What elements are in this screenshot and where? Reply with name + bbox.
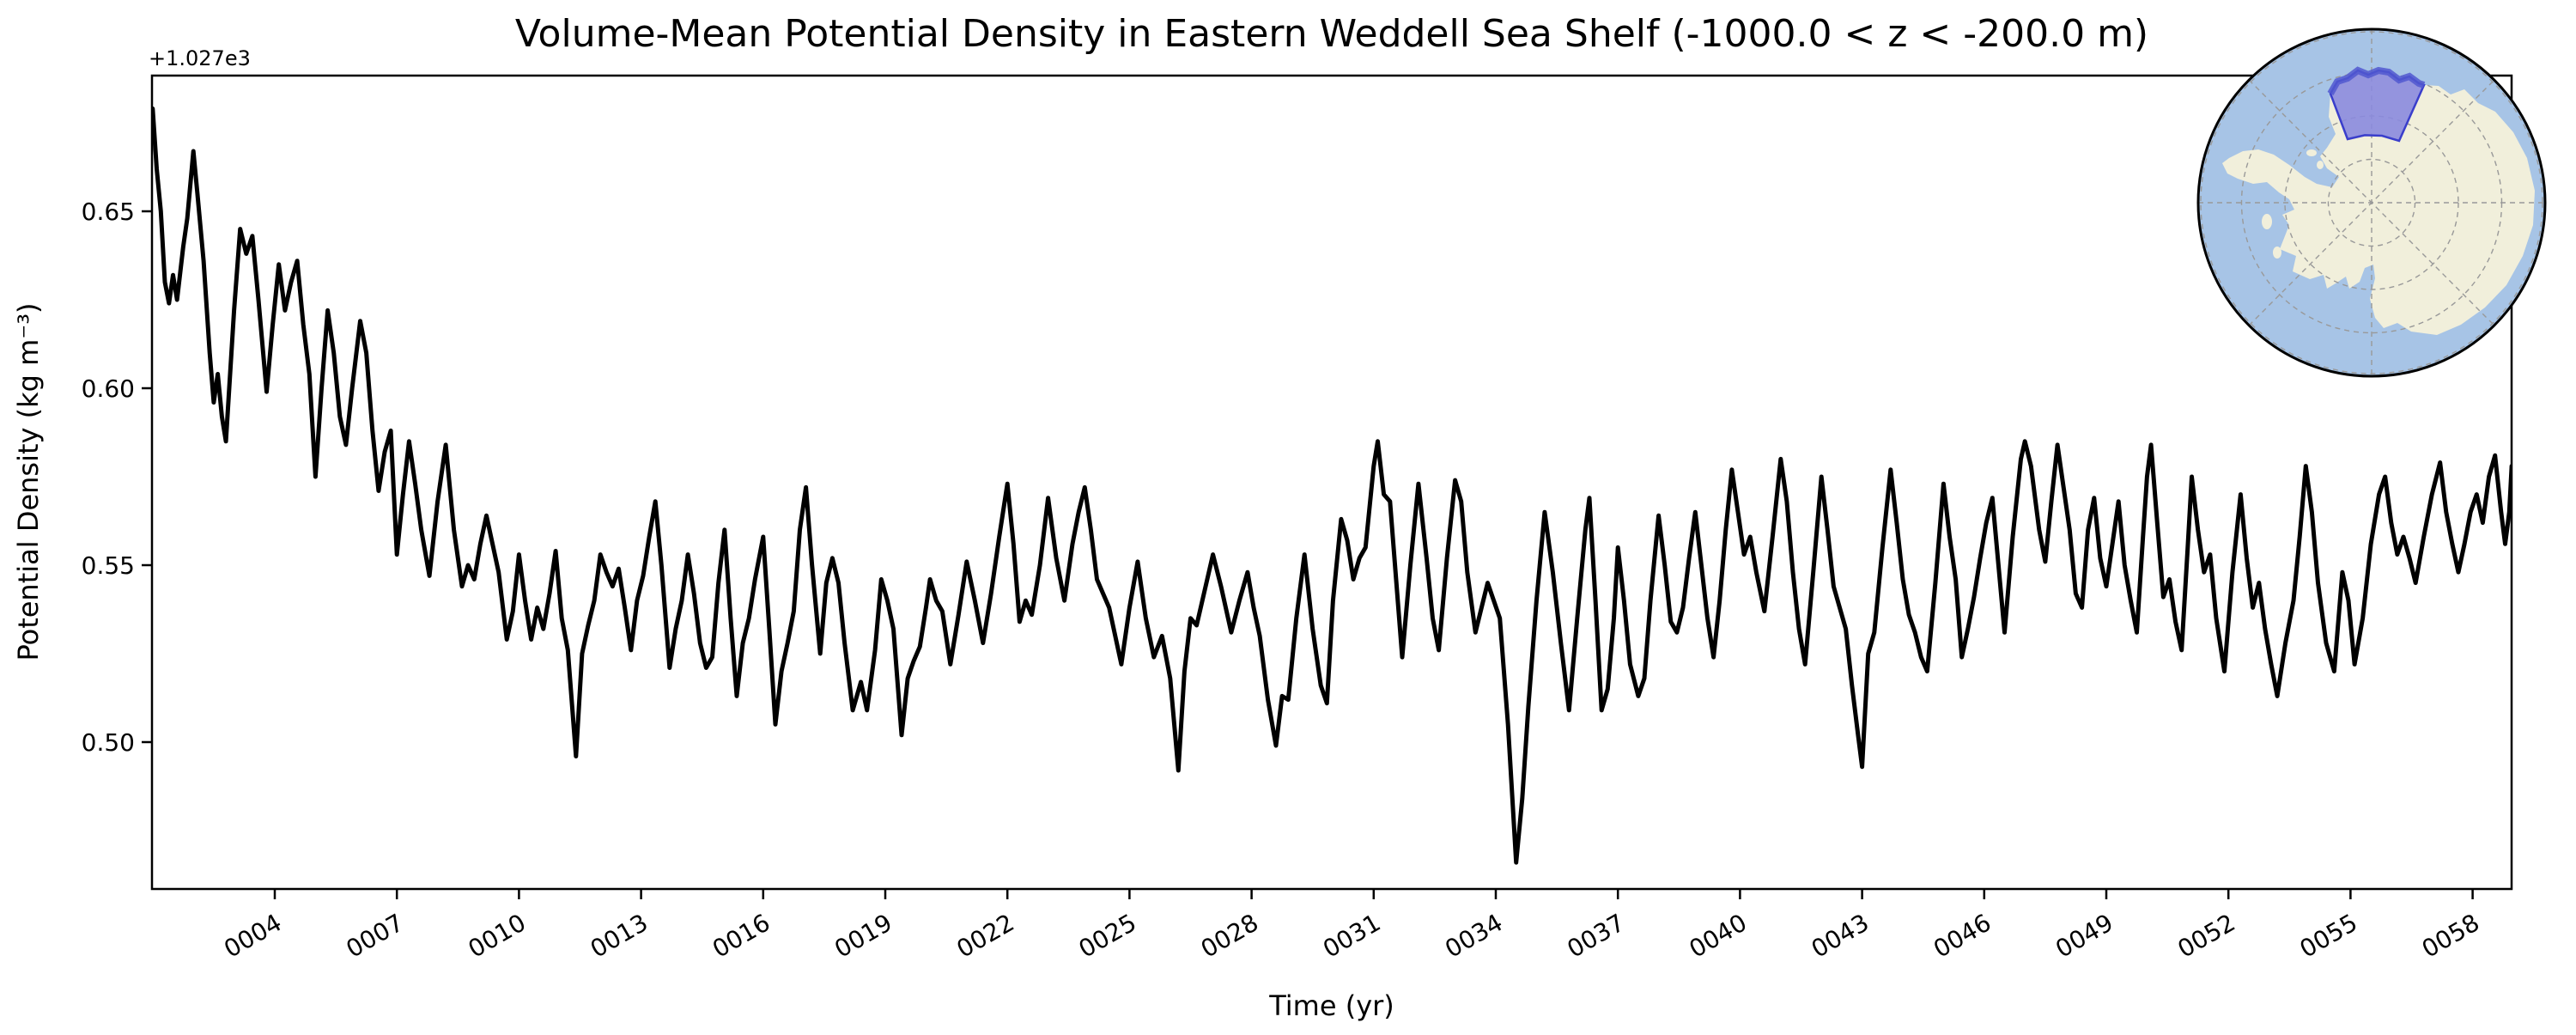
- x-tick-label: 0016: [708, 908, 775, 963]
- y-axis-label: Potential Density (kg m⁻³): [12, 302, 45, 661]
- map-graticule: [2198, 29, 2545, 376]
- x-tick-label: 0022: [951, 908, 1018, 963]
- x-tick-label: 0052: [2172, 908, 2239, 963]
- x-tick-label: 0007: [341, 908, 408, 963]
- x-axis-ticks: 0004 0007 0010 0013 0016 0019 0022 0025 0028 0031…: [219, 889, 2484, 964]
- x-tick-label: 0049: [2050, 908, 2117, 963]
- map-island: [2306, 149, 2317, 156]
- x-tick-label: 0037: [1562, 908, 1629, 963]
- x-tick-label: 0058: [2417, 908, 2484, 963]
- x-tick-label: 0055: [2295, 908, 2362, 963]
- x-tick-label: 0043: [1807, 908, 1874, 963]
- chart-title: Volume-Mean Potential Density in Eastern…: [515, 12, 2148, 56]
- map-island: [2317, 161, 2324, 169]
- density-time-series-line: [152, 107, 2512, 865]
- x-tick-label: 0025: [1074, 908, 1141, 963]
- y-tick-label: 0.55: [82, 551, 135, 580]
- y-tick-label: 0.50: [82, 728, 135, 757]
- map-island: [2273, 247, 2281, 259]
- y-tick-label: 0.60: [82, 374, 135, 403]
- x-tick-label: 0019: [829, 908, 896, 963]
- x-tick-label: 0046: [1929, 908, 1996, 963]
- x-tick-label: 0034: [1440, 908, 1507, 963]
- x-tick-label: 0031: [1318, 908, 1385, 963]
- map-border-circle: [2196, 27, 2547, 378]
- y-axis-ticks: 0.65 0.60 0.55 0.50: [82, 198, 152, 757]
- x-tick-label: 0010: [464, 908, 531, 963]
- inset-map-antarctica: [2196, 27, 2547, 378]
- x-tick-label: 0004: [219, 908, 286, 963]
- x-tick-label: 0040: [1685, 908, 1752, 963]
- y-axis-offset-label: +1.027e3: [149, 46, 251, 70]
- x-axis-label: Time (yr): [1268, 989, 1394, 1022]
- x-tick-label: 0013: [586, 908, 653, 963]
- x-tick-label: 0028: [1196, 908, 1263, 963]
- region-coastal-band: [2327, 66, 2426, 95]
- map-island: [2262, 214, 2272, 229]
- plot-border: [150, 74, 2513, 891]
- y-tick-label: 0.65: [82, 198, 135, 226]
